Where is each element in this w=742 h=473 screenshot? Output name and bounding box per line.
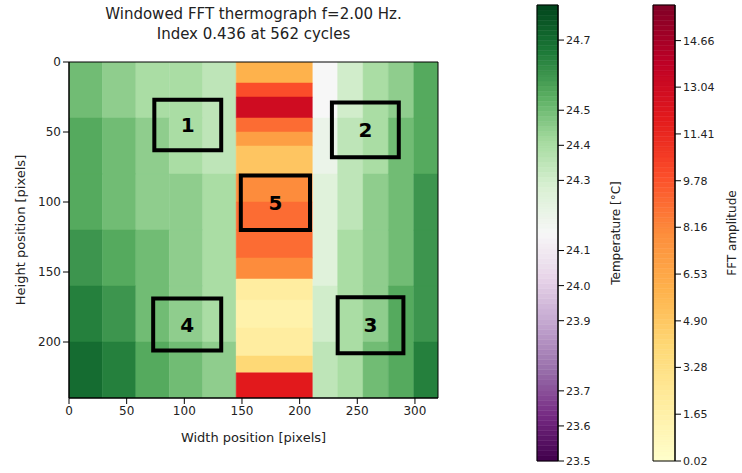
svg-text:1.65: 1.65 xyxy=(683,408,708,421)
svg-text:3.28: 3.28 xyxy=(683,361,708,374)
svg-text:Windowed FFT thermograph f=2.0: Windowed FFT thermograph f=2.00 Hz. xyxy=(105,5,402,23)
svg-text:1: 1 xyxy=(181,113,195,137)
svg-text:14.66: 14.66 xyxy=(683,35,715,48)
svg-text:Temperature [°C]: Temperature [°C] xyxy=(609,181,623,286)
svg-text:24.1: 24.1 xyxy=(566,244,591,257)
svg-text:FFT amplitude: FFT amplitude xyxy=(725,190,739,275)
svg-text:Index 0.436 at 562 cycles: Index 0.436 at 562 cycles xyxy=(157,25,351,43)
svg-text:50: 50 xyxy=(119,404,134,418)
svg-text:200: 200 xyxy=(38,335,61,349)
svg-text:5: 5 xyxy=(268,191,282,215)
svg-text:24.3: 24.3 xyxy=(566,174,591,187)
svg-text:24.0: 24.0 xyxy=(566,280,591,293)
svg-text:50: 50 xyxy=(46,125,61,139)
svg-text:6.53: 6.53 xyxy=(683,268,708,281)
svg-text:3: 3 xyxy=(364,313,378,337)
svg-text:23.7: 23.7 xyxy=(566,385,591,398)
svg-text:250: 250 xyxy=(346,404,369,418)
svg-text:0: 0 xyxy=(53,55,61,69)
svg-text:0: 0 xyxy=(65,404,73,418)
svg-text:200: 200 xyxy=(288,404,311,418)
svg-text:100: 100 xyxy=(38,195,61,209)
svg-text:13.04: 13.04 xyxy=(683,81,715,94)
svg-text:4.90: 4.90 xyxy=(683,315,708,328)
svg-text:0.02: 0.02 xyxy=(683,455,708,468)
svg-text:Width position [pixels]: Width position [pixels] xyxy=(181,430,326,445)
svg-text:150: 150 xyxy=(231,404,254,418)
svg-text:24.5: 24.5 xyxy=(566,104,591,117)
svg-text:4: 4 xyxy=(180,313,194,337)
svg-text:23.9: 23.9 xyxy=(566,315,591,328)
svg-text:23.6: 23.6 xyxy=(566,420,591,433)
svg-text:2: 2 xyxy=(358,118,372,142)
svg-text:11.41: 11.41 xyxy=(683,128,715,141)
svg-text:24.7: 24.7 xyxy=(566,34,591,47)
svg-text:24.4: 24.4 xyxy=(566,139,591,152)
svg-text:150: 150 xyxy=(38,265,61,279)
svg-text:9.78: 9.78 xyxy=(683,175,708,188)
svg-text:300: 300 xyxy=(403,404,426,418)
svg-text:8.16: 8.16 xyxy=(683,221,708,234)
svg-text:Height position [pixels]: Height position [pixels] xyxy=(13,155,28,305)
svg-text:100: 100 xyxy=(173,404,196,418)
svg-text:23.5: 23.5 xyxy=(566,455,591,468)
